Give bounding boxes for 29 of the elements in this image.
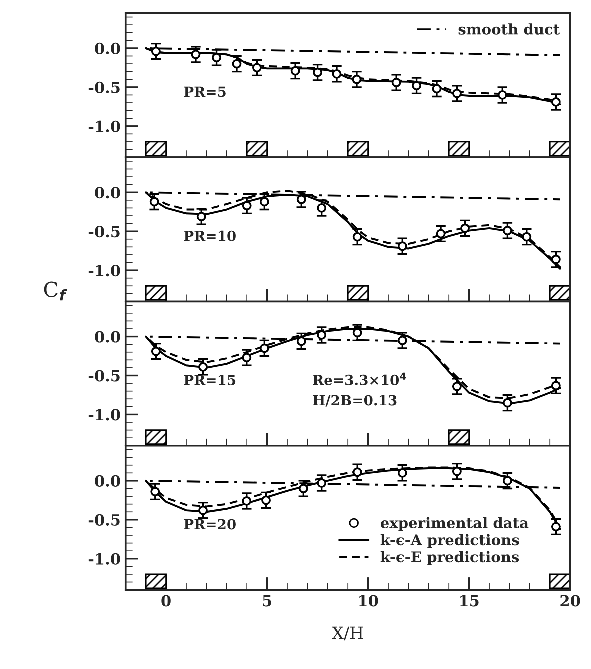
- annotation: PR=15: [184, 375, 236, 386]
- annotation: H/2B=0.13: [313, 395, 397, 407]
- y-tick-label: -1.0: [88, 553, 120, 565]
- legend-label: k-ϵ-A predictions: [380, 534, 520, 548]
- legend-label: smooth duct: [458, 24, 560, 35]
- y-tick-label: 0.0: [95, 42, 120, 54]
- y-tick-label: -1.0: [88, 120, 120, 132]
- annotation: Re=3.3×10$^{4}$: [313, 372, 406, 386]
- y-tick-label: 0.0: [95, 475, 120, 487]
- y-tick-label: -0.5: [88, 370, 120, 382]
- y-tick-label: -0.5: [88, 82, 120, 94]
- x-axis-title: X/H: [332, 626, 364, 641]
- legend-label: experimental data: [380, 517, 529, 532]
- y-tick-label: 0.0: [95, 331, 120, 343]
- y-tick-label: 0.0: [95, 187, 120, 199]
- x-tick-label: 10: [360, 595, 378, 607]
- annotation: PR=10: [184, 230, 236, 242]
- annotation: PR=5: [184, 86, 226, 98]
- y-tick-label: -1.0: [88, 409, 120, 421]
- y-axis-title: C$_{f}$: [44, 282, 68, 301]
- y-tick-label: -0.5: [88, 514, 120, 526]
- legend-label: k-ϵ-E predictions: [380, 551, 520, 566]
- x-tick-label: 20: [560, 595, 580, 607]
- annotation: PR=20: [184, 519, 236, 530]
- x-tick-label: 0: [162, 595, 171, 607]
- y-tick-label: -1.0: [88, 265, 120, 277]
- y-tick-label: -0.5: [88, 226, 120, 238]
- x-tick-label: 5: [263, 595, 272, 607]
- x-tick-label: 15: [460, 595, 479, 607]
